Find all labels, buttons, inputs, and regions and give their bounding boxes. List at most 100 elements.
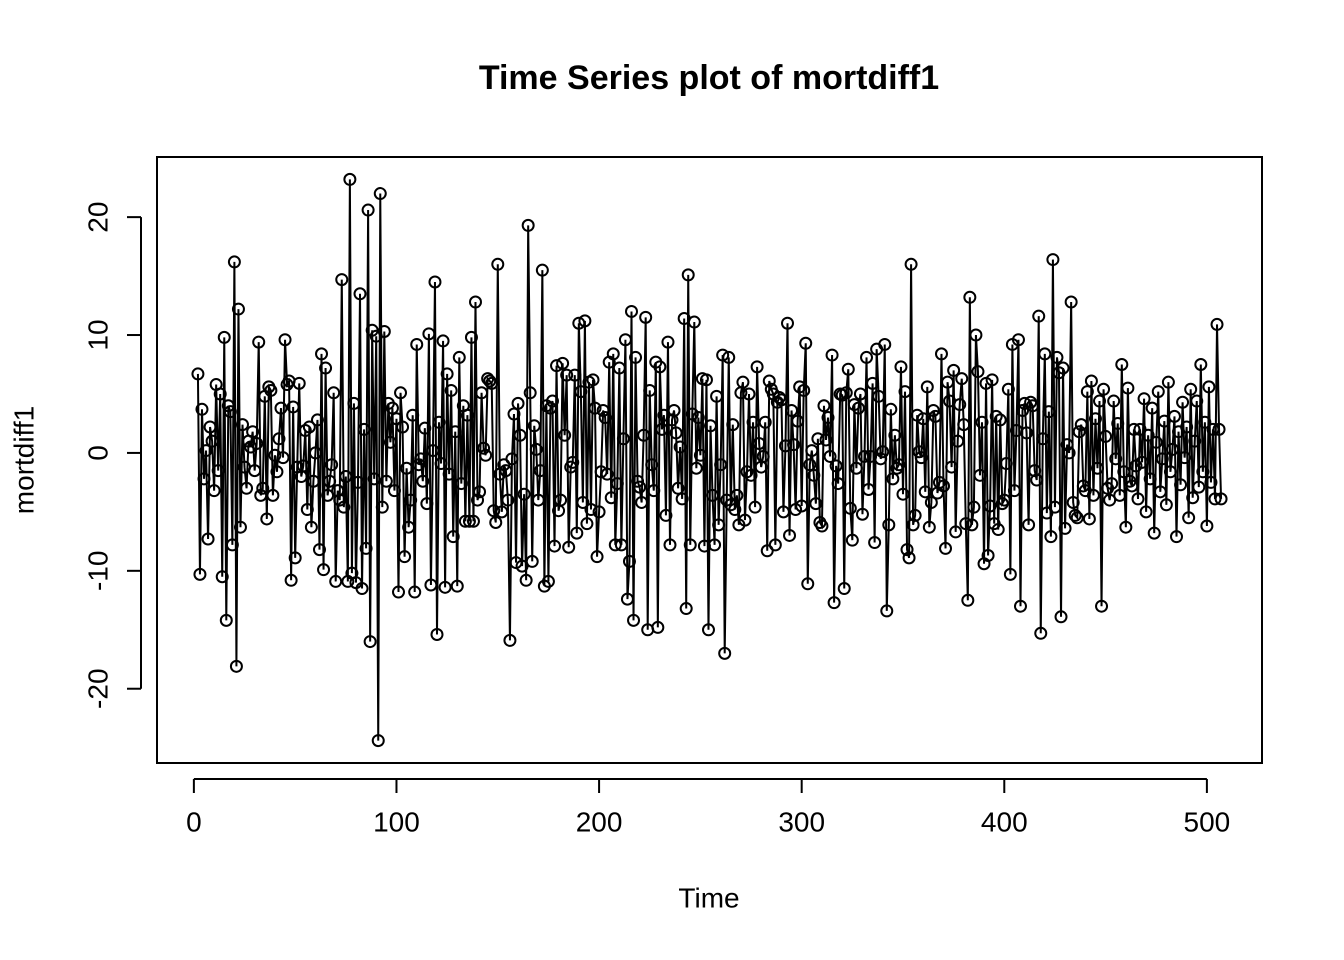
point [1147,526,1161,540]
point [400,461,414,475]
point [857,449,871,463]
point [1127,422,1141,436]
point [600,467,614,481]
point [460,408,474,422]
point [817,399,831,413]
point [853,387,867,401]
point [699,373,713,387]
point [693,448,707,462]
point [343,172,357,186]
point [485,376,499,390]
point [1190,394,1204,408]
point [906,518,920,532]
point [888,428,902,442]
point [639,310,653,324]
point [689,461,703,475]
point [1206,422,1220,436]
point [473,485,487,499]
point [517,487,531,501]
point [868,536,882,550]
point [997,493,1011,507]
point [1054,610,1068,624]
point [201,532,215,546]
point [1139,505,1153,519]
point [462,514,476,528]
point [993,413,1007,427]
point [531,493,545,507]
point [614,538,628,552]
point [971,365,985,379]
point [659,508,673,522]
point [333,493,347,507]
point [663,538,677,552]
point [440,367,454,381]
point [841,362,855,376]
point [1113,488,1127,502]
point [1095,599,1109,613]
point [612,361,626,375]
point [756,449,770,463]
point [556,356,570,370]
point [323,474,337,488]
x-axis-label: Time [678,882,739,913]
point [799,336,813,350]
point [266,488,280,502]
point [422,327,436,341]
point [837,582,851,596]
point [203,420,217,434]
point [708,538,722,552]
point [359,541,373,555]
point [377,324,391,338]
point [894,360,908,374]
point [392,585,406,599]
point [270,465,284,479]
point [807,468,821,482]
point [793,380,807,394]
point [1034,626,1048,640]
point [675,492,689,506]
point [1109,452,1123,466]
point [967,500,981,514]
point [193,567,207,581]
point [616,432,630,446]
point [1036,432,1050,446]
point [525,554,539,568]
point [712,518,726,532]
point [442,467,456,481]
point [671,481,685,495]
point [706,488,720,502]
point [1135,455,1149,469]
point [570,526,584,540]
point [278,333,292,347]
point [1105,477,1119,491]
point [331,484,345,498]
point [969,328,983,342]
point [681,268,695,282]
point [1151,385,1165,399]
point [317,563,331,577]
point [714,458,728,472]
point [669,426,683,440]
point [1212,422,1226,436]
point [1058,521,1072,535]
point [1020,426,1034,440]
point [503,633,517,647]
point [489,515,503,529]
y-tick-label: -10 [82,551,113,591]
point [487,504,501,518]
point [254,488,268,502]
point [643,383,657,397]
x-tick-label: 500 [1184,806,1231,837]
point [205,434,219,448]
point [791,414,805,428]
point [383,435,397,449]
point [1030,473,1044,487]
point [701,623,715,637]
point [627,613,641,627]
point [819,433,833,447]
plot-box [156,156,1263,764]
point [896,487,910,501]
x-tick-label: 100 [373,806,420,837]
point [513,428,527,442]
